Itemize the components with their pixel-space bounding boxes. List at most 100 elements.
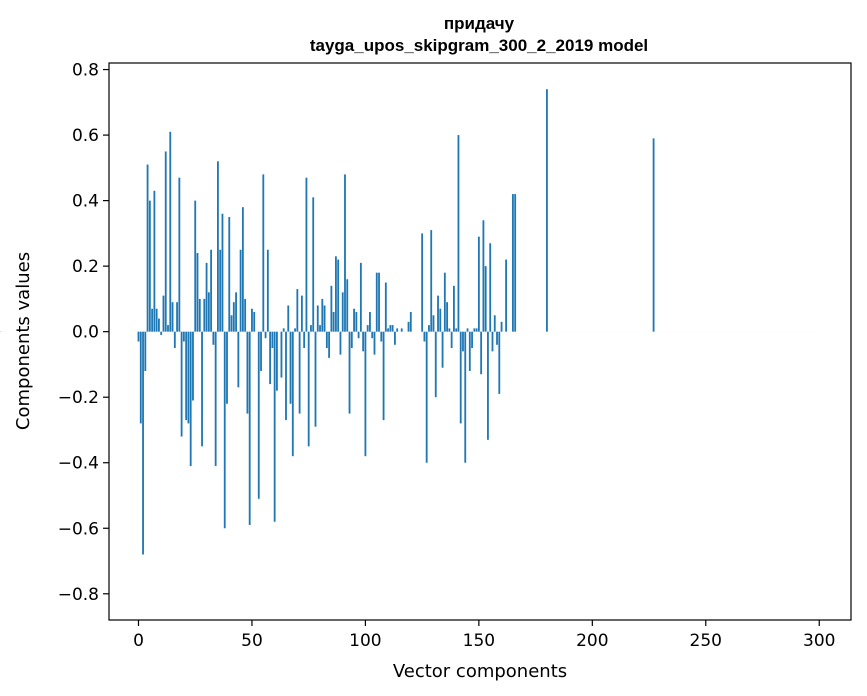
bar-23 xyxy=(189,331,192,467)
bar-66 xyxy=(287,305,290,332)
bar-13 xyxy=(167,325,169,332)
bar-51 xyxy=(253,312,256,332)
bar-98 xyxy=(359,262,362,332)
bar-59 xyxy=(271,331,274,349)
bar-68 xyxy=(291,331,294,457)
x-tick-label: 300 xyxy=(803,631,835,651)
bar-90 xyxy=(341,292,344,332)
bar-131 xyxy=(434,331,437,398)
bar-87 xyxy=(335,256,337,332)
bar-71 xyxy=(298,331,301,414)
bar-69 xyxy=(294,328,296,332)
bar-109 xyxy=(384,282,387,332)
bar-35 xyxy=(217,161,219,332)
bar-28 xyxy=(201,331,203,447)
bar-49 xyxy=(248,331,251,525)
bar-154 xyxy=(487,331,489,440)
bar-25 xyxy=(194,200,197,332)
bar-162 xyxy=(505,259,508,332)
x-tick-label: 250 xyxy=(690,631,722,651)
y-axis-label: Components values xyxy=(13,252,34,430)
bar-22 xyxy=(187,331,190,424)
bar-14 xyxy=(169,131,172,332)
bar-2 xyxy=(142,331,144,555)
bar-89 xyxy=(339,331,342,355)
bar-99 xyxy=(362,331,365,352)
y-tick-label: 0.2 xyxy=(72,257,99,277)
bar-85 xyxy=(330,285,333,332)
bar-101 xyxy=(366,325,369,332)
bar-180 xyxy=(546,89,548,332)
x-tick-label: 0 xyxy=(133,631,144,651)
bar-75 xyxy=(307,331,310,447)
y-tick-label: 0.4 xyxy=(72,192,99,212)
bar-155 xyxy=(489,243,492,332)
bar-45 xyxy=(239,249,242,332)
x-tick-label: 100 xyxy=(349,631,381,651)
bar-120 xyxy=(409,312,412,332)
bar-series xyxy=(0,89,818,555)
bar-20 xyxy=(182,331,185,342)
bar-166 xyxy=(514,194,517,332)
bar-147 xyxy=(471,331,473,349)
bar-53 xyxy=(257,331,260,499)
bar-96 xyxy=(355,312,358,332)
bar-150 xyxy=(477,236,480,332)
bar-102 xyxy=(369,312,371,332)
bar-127 xyxy=(425,331,428,463)
bar-24 xyxy=(192,331,194,401)
bar-113 xyxy=(394,331,396,345)
bar-9 xyxy=(158,318,160,332)
bar-128 xyxy=(428,325,430,332)
bar-158 xyxy=(496,331,498,345)
x-axis-ticks: 0 50 100 150 200 250 300 xyxy=(133,620,835,651)
bar-60 xyxy=(273,331,276,522)
bar-126 xyxy=(423,331,426,342)
bar-104 xyxy=(373,331,376,355)
bar-61 xyxy=(276,331,278,391)
bar-55 xyxy=(262,174,265,332)
bar-91 xyxy=(344,174,346,332)
bar-135 xyxy=(443,272,446,332)
bar-47 xyxy=(244,298,247,332)
bar-227 xyxy=(652,138,655,332)
bar-56 xyxy=(264,331,267,339)
bar-17 xyxy=(176,302,178,332)
bar-7 xyxy=(153,190,156,332)
bar-119 xyxy=(407,321,410,332)
bar-27 xyxy=(198,298,201,332)
bar-79 xyxy=(316,305,319,332)
bar-165 xyxy=(511,194,514,332)
bar-8 xyxy=(155,308,158,332)
bar-144 xyxy=(464,331,467,463)
y-axis-ticks: −0.8 −0.6 −0.4 −0.2 0.0 0.2 0.4 0.6 0.8 xyxy=(58,61,109,605)
bar-95 xyxy=(353,308,355,332)
x-axis-label: Vector components xyxy=(393,661,567,682)
bar-157 xyxy=(493,315,496,332)
bar-4 xyxy=(146,164,149,332)
bar-18 xyxy=(178,177,181,332)
bar-92 xyxy=(346,279,349,332)
bar-159 xyxy=(498,331,501,394)
bar-146 xyxy=(468,331,471,371)
bar-58 xyxy=(269,331,272,385)
bar-34 xyxy=(214,331,217,467)
bar-130 xyxy=(432,315,435,332)
bar-100 xyxy=(364,331,367,457)
bar-5 xyxy=(148,200,151,332)
bar-21 xyxy=(185,331,188,421)
y-tick-label: −0.4 xyxy=(58,454,99,474)
bar-137 xyxy=(448,328,451,332)
bar-134 xyxy=(441,331,444,368)
bar-140 xyxy=(455,328,458,332)
bar-78 xyxy=(314,331,317,427)
bar-32 xyxy=(210,249,213,332)
bar-82 xyxy=(323,305,326,332)
bar-39 xyxy=(226,331,228,404)
bar-136 xyxy=(446,302,449,332)
bar-81 xyxy=(321,298,324,332)
bar-105 xyxy=(375,272,378,332)
bar-160 xyxy=(500,321,503,332)
bar-97 xyxy=(357,331,360,339)
bar-114 xyxy=(396,328,399,332)
